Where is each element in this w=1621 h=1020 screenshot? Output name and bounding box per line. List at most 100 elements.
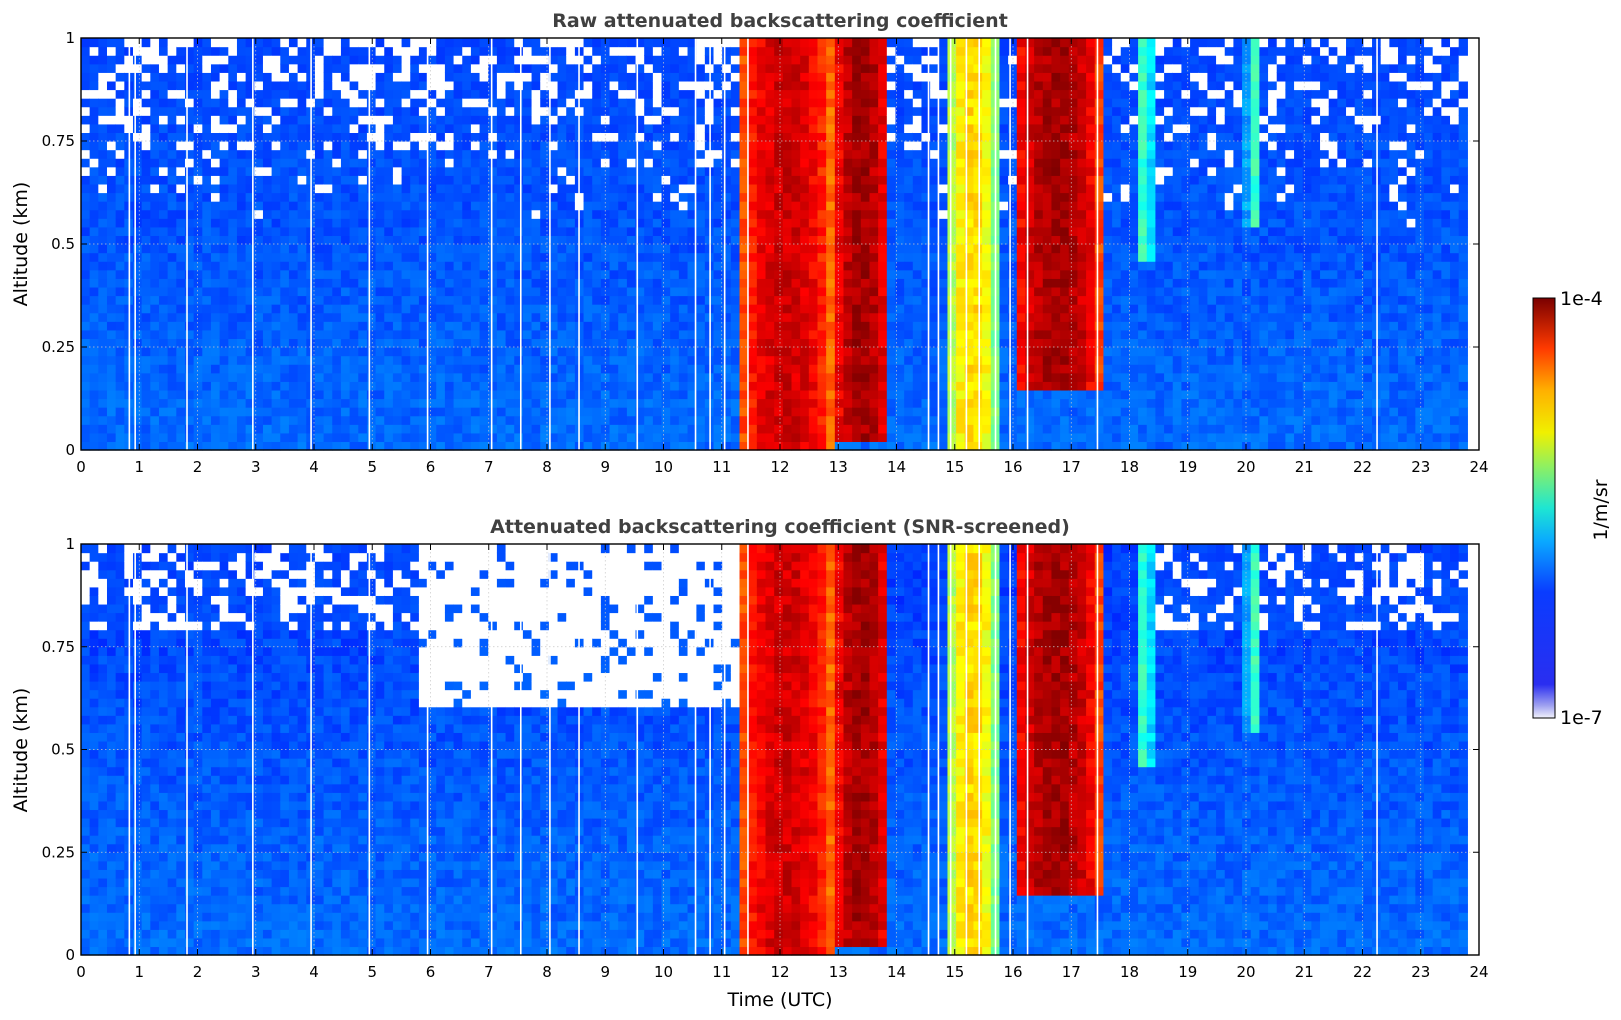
heatmap-cell bbox=[895, 175, 905, 185]
heatmap-cell bbox=[765, 209, 775, 219]
heatmap-cell bbox=[297, 381, 307, 391]
heatmap-cell bbox=[973, 72, 983, 82]
heatmap-cell bbox=[453, 98, 463, 108]
heatmap-cell bbox=[774, 166, 784, 176]
heatmap-cell bbox=[106, 286, 117, 297]
heatmap-cell bbox=[800, 372, 810, 382]
heatmap-cell bbox=[956, 278, 966, 288]
heatmap-cell bbox=[826, 226, 836, 237]
heatmap-cell bbox=[531, 218, 541, 228]
heatmap-cell bbox=[271, 141, 281, 151]
heatmap-cell bbox=[860, 338, 871, 348]
heatmap-cell bbox=[488, 415, 498, 425]
heatmap-cell bbox=[210, 166, 221, 176]
heatmap-cell bbox=[808, 55, 819, 65]
heatmap-cell bbox=[834, 46, 845, 56]
heatmap-cell bbox=[245, 38, 255, 48]
heatmap-cell bbox=[245, 304, 255, 314]
heatmap-cell bbox=[271, 183, 281, 194]
heatmap-cell bbox=[436, 381, 446, 391]
heatmap-cell bbox=[878, 295, 888, 305]
heatmap-cell bbox=[522, 38, 533, 48]
heatmap-cell bbox=[739, 141, 749, 151]
heatmap-cell bbox=[947, 235, 957, 245]
heatmap-cell bbox=[644, 201, 654, 211]
heatmap-cell bbox=[254, 149, 264, 159]
heatmap-cell bbox=[176, 192, 186, 202]
heatmap-cell bbox=[652, 201, 663, 211]
heatmap-cell bbox=[271, 123, 281, 134]
heatmap-cell bbox=[748, 80, 758, 91]
heatmap-cell bbox=[81, 372, 91, 382]
heatmap-cell bbox=[245, 80, 255, 91]
heatmap-cell bbox=[956, 338, 966, 348]
heatmap-cell bbox=[557, 72, 567, 82]
heatmap-cell bbox=[834, 295, 845, 305]
heatmap-cell bbox=[158, 295, 169, 305]
heatmap-cell bbox=[687, 98, 697, 108]
heatmap-cell bbox=[947, 158, 957, 168]
heatmap-cell bbox=[384, 304, 394, 314]
heatmap-cell bbox=[635, 226, 645, 237]
heatmap-cell bbox=[427, 432, 437, 443]
heatmap-cell bbox=[652, 432, 663, 443]
heatmap-cell bbox=[808, 141, 819, 151]
heatmap-cell bbox=[245, 55, 255, 65]
heatmap-cell bbox=[808, 201, 819, 211]
heatmap-cell bbox=[271, 98, 281, 108]
heatmap-cell bbox=[652, 415, 663, 425]
heatmap-cell bbox=[739, 432, 749, 443]
heatmap-cell bbox=[557, 149, 567, 159]
heatmap-cell bbox=[176, 72, 186, 82]
heatmap-cell bbox=[340, 372, 351, 382]
heatmap-cell bbox=[834, 201, 845, 211]
heatmap-cell bbox=[626, 89, 637, 99]
heatmap-cell bbox=[869, 441, 879, 451]
heatmap-cell bbox=[583, 278, 593, 288]
heatmap-cell bbox=[470, 166, 481, 176]
heatmap-cell bbox=[756, 115, 767, 125]
heatmap-cell bbox=[661, 424, 671, 434]
heatmap-cell bbox=[470, 72, 481, 82]
heatmap-cell bbox=[150, 80, 160, 91]
heatmap-cell bbox=[583, 166, 593, 176]
heatmap-cell bbox=[696, 166, 706, 176]
heatmap-cell bbox=[739, 98, 749, 108]
heatmap-cell bbox=[167, 218, 177, 228]
heatmap-cell bbox=[522, 201, 533, 211]
heatmap-cell bbox=[808, 355, 819, 365]
heatmap-cell bbox=[219, 389, 229, 400]
heatmap-cell bbox=[167, 355, 177, 365]
heatmap-cell bbox=[202, 355, 212, 365]
heatmap-cell bbox=[297, 55, 307, 65]
heatmap-cell bbox=[860, 329, 871, 340]
heatmap-cell bbox=[158, 432, 169, 443]
heatmap-cell bbox=[392, 329, 403, 340]
heatmap-cell bbox=[609, 106, 619, 116]
heatmap-cell bbox=[479, 115, 489, 125]
heatmap-cell bbox=[392, 304, 403, 314]
heatmap-cell bbox=[349, 415, 359, 425]
heatmap-cell bbox=[930, 132, 940, 142]
heatmap-cell bbox=[280, 441, 290, 451]
heatmap-cell bbox=[236, 244, 247, 254]
heatmap-cell bbox=[670, 89, 680, 99]
heatmap-cell bbox=[748, 364, 758, 374]
heatmap-cell bbox=[687, 72, 697, 82]
heatmap-cell bbox=[817, 321, 827, 331]
heatmap-cell bbox=[947, 355, 957, 365]
heatmap-cell bbox=[132, 381, 143, 391]
heatmap-cell bbox=[644, 46, 654, 56]
heatmap-cell bbox=[314, 192, 325, 202]
heatmap-cell bbox=[392, 80, 403, 91]
heatmap-cell bbox=[297, 252, 307, 262]
heatmap-cell bbox=[245, 407, 255, 417]
heatmap-cell bbox=[947, 209, 957, 219]
heatmap-cell bbox=[548, 226, 559, 237]
heatmap-cell bbox=[782, 269, 793, 279]
heatmap-cell bbox=[964, 226, 975, 237]
heatmap-cell bbox=[678, 252, 689, 262]
heatmap-cell bbox=[488, 355, 498, 365]
heatmap-cell bbox=[488, 38, 498, 48]
heatmap-cell bbox=[531, 269, 541, 279]
